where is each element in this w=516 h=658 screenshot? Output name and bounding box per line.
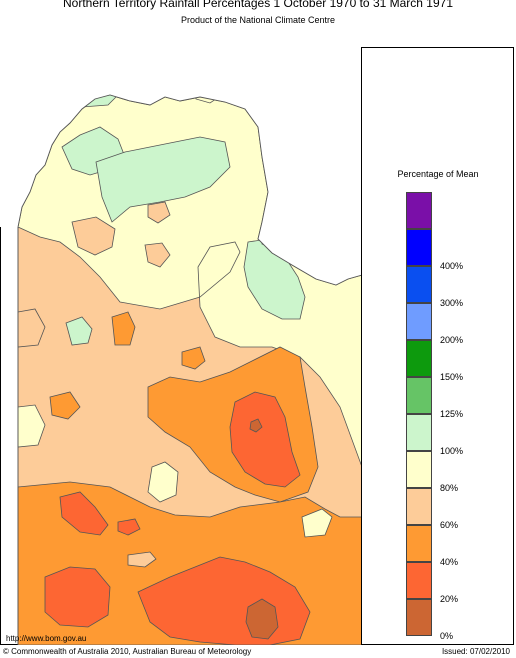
region-20-40-small	[117, 518, 141, 536]
region-80-100-se	[301, 508, 333, 538]
region-40-60-small-b	[181, 346, 206, 370]
legend-swatch	[406, 599, 432, 636]
coastline	[17, 94, 361, 286]
legend-label: 0%	[440, 631, 454, 641]
sea-top	[0, 47, 361, 285]
region-60-80-b	[147, 201, 171, 224]
region-80-100-s2	[127, 551, 157, 568]
legend-label: 200%	[440, 335, 464, 345]
region-0-20-south	[245, 598, 279, 640]
rainfall-map	[0, 47, 362, 645]
rainfall-map-svg	[0, 47, 361, 645]
region-100-125-mid	[65, 316, 93, 346]
region-20-40-central	[229, 391, 301, 488]
legend-swatch	[406, 266, 432, 303]
legend-label: 20%	[440, 594, 459, 604]
legend-label: 60%	[440, 520, 459, 530]
legend-label: 80%	[440, 483, 459, 493]
footer-url[interactable]: http://www.bom.gov.au	[6, 634, 87, 643]
legend-swatch	[406, 192, 432, 229]
region-60-80-d	[144, 242, 171, 268]
legend-swatch	[406, 451, 432, 488]
legend-label: 40%	[440, 557, 459, 567]
footer-issued: Issued: 07/02/2010	[441, 647, 510, 656]
legend-panel: Percentage of Mean 400% 300% 200% 150% 125% 1…	[362, 47, 514, 645]
legend-swatch	[406, 340, 432, 377]
region-80-100-s	[147, 461, 179, 503]
map-subtitle: Product of the National Climate Centre	[180, 15, 336, 25]
map-title: Northern Territory Rainfall Percentages …	[63, 0, 453, 10]
legend-swatch	[406, 488, 432, 525]
legend-swatch	[406, 377, 432, 414]
legend-swatch	[406, 414, 432, 451]
footer-copyright: © Commonwealth of Australia 2010, Austra…	[3, 647, 252, 656]
legend-label: 150%	[440, 372, 464, 382]
legend-swatch	[406, 303, 432, 340]
region-0-20-central	[249, 418, 263, 433]
legend-label: 300%	[440, 298, 464, 308]
region-40-60-small-c	[49, 391, 81, 420]
legend-label: 400%	[440, 261, 464, 271]
region-60-80-a	[71, 216, 116, 256]
region-20-40-south-a	[44, 566, 111, 628]
region-100-125-north	[95, 136, 231, 223]
legend-swatch	[406, 562, 432, 599]
region-40-60-small-a	[111, 311, 136, 346]
legend-title: Percentage of Mean	[397, 169, 479, 179]
legend-label: 100%	[440, 446, 464, 456]
region-20-40-sw	[59, 491, 109, 536]
legend-swatch	[406, 525, 432, 562]
legend-swatch	[406, 229, 432, 266]
legend-label: 125%	[440, 409, 464, 419]
